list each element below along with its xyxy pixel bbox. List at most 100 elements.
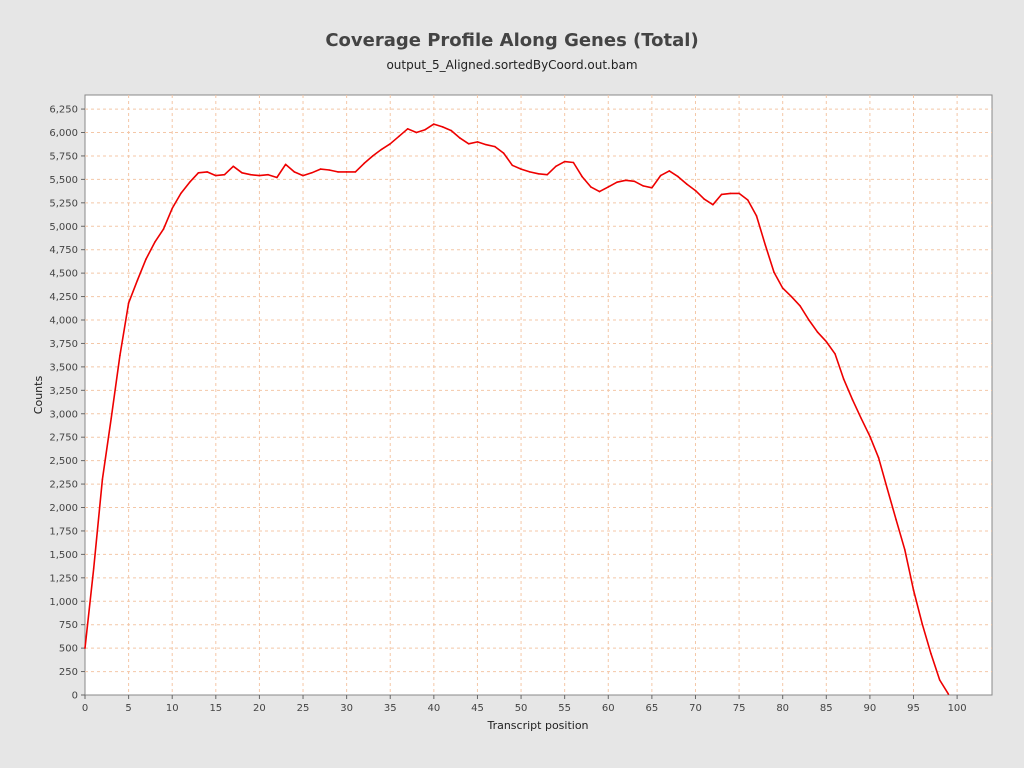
y-tick-label: 0 [72,691,78,702]
y-tick-label: 2,000 [49,503,78,514]
x-tick-label: 40 [427,703,440,714]
data-point [145,258,147,260]
data-point [284,163,287,166]
data-point [215,174,217,177]
data-point [363,162,365,165]
y-tick-label: 4,250 [49,292,78,303]
data-point [860,417,862,420]
data-point [581,175,583,178]
data-point [616,181,618,183]
data-point [851,398,854,401]
x-tick-label: 30 [340,703,353,714]
y-tick-label: 750 [59,620,78,631]
data-point [276,176,278,179]
x-tick-label: 0 [82,703,88,714]
data-point [720,193,723,196]
x-tick-label: 5 [125,703,131,714]
data-point [398,135,400,138]
data-point [834,353,836,355]
data-point [947,693,950,695]
x-tick-label: 80 [776,703,789,714]
y-tick-label: 250 [59,667,78,678]
data-point [668,170,671,172]
data-point [930,653,932,655]
data-point [842,378,845,380]
data-point [311,172,313,174]
data-point [520,168,522,170]
data-point [232,165,235,168]
data-point [747,199,749,201]
data-point [249,173,252,176]
axes: 02505007501,0001,2501,5001,7502,0002,250… [49,105,966,714]
data-point [389,143,392,145]
chart-title: Coverage Profile Along Genes (Total) [325,30,699,51]
data-point [781,287,784,289]
x-tick-label: 35 [384,703,397,714]
data-point [372,155,374,157]
data-point [590,186,592,188]
x-tick-label: 45 [471,703,484,714]
data-point [84,647,86,649]
x-tick-label: 70 [689,703,702,714]
y-axis-label: Counts [32,376,45,415]
data-point [659,174,662,177]
data-point [869,435,871,438]
data-point [895,518,897,521]
data-point [537,173,540,175]
y-tick-label: 5,500 [49,175,78,186]
data-point [450,129,453,132]
data-point [563,160,566,163]
data-point [241,172,243,174]
chart-subtitle: output_5_Aligned.sortedByCoord.out.bam [386,58,638,72]
data-point [406,128,409,130]
x-tick-label: 55 [558,703,571,714]
x-tick-label: 60 [602,703,615,714]
y-tick-label: 1,250 [49,573,78,584]
x-tick-label: 15 [209,703,222,714]
data-point [773,271,775,274]
data-point [459,137,461,139]
data-point [546,173,548,176]
y-tick-label: 4,500 [49,269,78,280]
data-point [380,148,383,151]
data-point [886,488,889,490]
data-point [938,679,941,681]
data-point [912,589,915,591]
y-tick-label: 1,500 [49,550,78,561]
data-point [642,185,644,187]
data-point [877,457,880,459]
data-point [415,131,418,134]
y-tick-label: 1,750 [49,526,78,537]
data-point [799,305,801,307]
data-point [555,165,557,168]
data-point [467,143,470,145]
data-point [607,186,610,188]
data-point [651,187,653,189]
y-tick-label: 3,750 [49,339,78,350]
data-point [703,198,705,200]
data-point [92,567,95,570]
x-tick-label: 25 [297,703,310,714]
data-point [180,192,182,195]
x-tick-label: 90 [864,703,877,714]
y-tick-label: 6,250 [49,105,78,116]
x-tick-label: 10 [166,703,179,714]
data-point [511,164,514,167]
coverage-line [84,123,950,695]
data-point [119,354,121,357]
data-point [136,279,139,282]
data-point [729,192,732,195]
data-point [302,174,304,177]
data-point [494,145,496,148]
data-point [633,180,636,183]
data-point [188,181,191,183]
y-tick-label: 500 [59,644,78,655]
y-tick-label: 5,250 [49,198,78,209]
data-point [171,207,173,210]
data-point [529,171,531,173]
data-point [686,183,688,185]
data-point [808,319,810,321]
data-point [476,141,479,143]
data-point [162,228,165,230]
data-point [319,168,322,170]
